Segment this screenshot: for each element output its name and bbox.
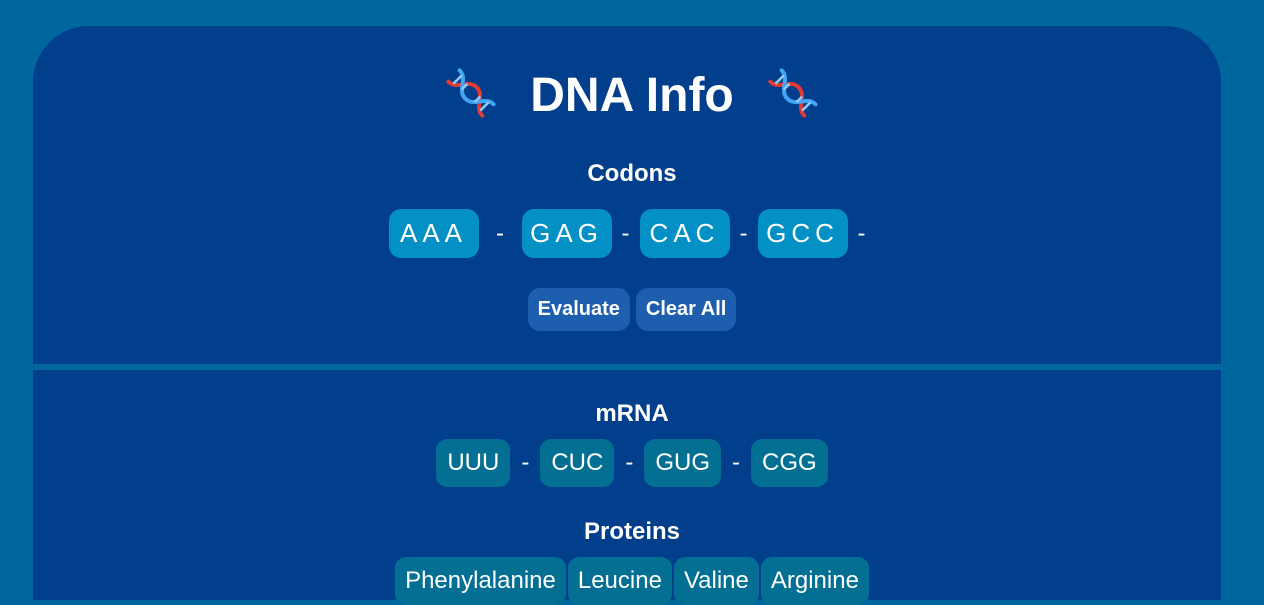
clear-all-button[interactable]: Clear All — [635, 288, 737, 331]
codons-heading: Codons — [587, 160, 677, 187]
codon-input[interactable]: GCC — [757, 209, 848, 258]
mrna-row: UUU - CUC - GUG - CGG — [0, 439, 1264, 487]
page-title: DNA Info — [0, 66, 1264, 126]
evaluate-button[interactable]: Evaluate — [527, 288, 630, 331]
codon-input[interactable]: CAC — [639, 209, 730, 258]
dna-icon — [768, 68, 818, 118]
codon-input[interactable]: GAG — [521, 209, 612, 258]
codon-separator: - — [739, 219, 748, 247]
action-buttons: Evaluate Clear All — [0, 288, 1264, 331]
mrna-separator: - — [625, 449, 634, 476]
protein-item: Phenylalanine — [395, 557, 566, 605]
protein-item: Valine — [673, 557, 759, 605]
codon-separator: - — [496, 219, 504, 247]
proteins-row: Phenylalanine Leucine Valine Arginine — [0, 557, 1264, 605]
dna-icon — [446, 68, 496, 118]
codon-separator: - — [857, 219, 866, 247]
codon-row: AAA - GAG - CAC - GCC - — [0, 209, 1264, 258]
mrna-codon: CUC — [540, 439, 615, 487]
mrna-separator: - — [521, 449, 530, 476]
codon-input[interactable]: AAA — [388, 209, 479, 258]
mrna-separator: - — [732, 449, 740, 476]
proteins-heading: Proteins — [583, 518, 681, 545]
codon-separator: - — [621, 219, 630, 247]
mrna-codon: UUU — [436, 439, 511, 487]
title-text: DNA Info — [530, 69, 734, 122]
protein-item: Leucine — [567, 557, 672, 605]
mrna-codon: GUG — [644, 439, 721, 487]
mrna-heading: mRNA — [595, 400, 669, 427]
mrna-codon: CGG — [751, 439, 828, 487]
protein-item: Arginine — [760, 557, 869, 605]
